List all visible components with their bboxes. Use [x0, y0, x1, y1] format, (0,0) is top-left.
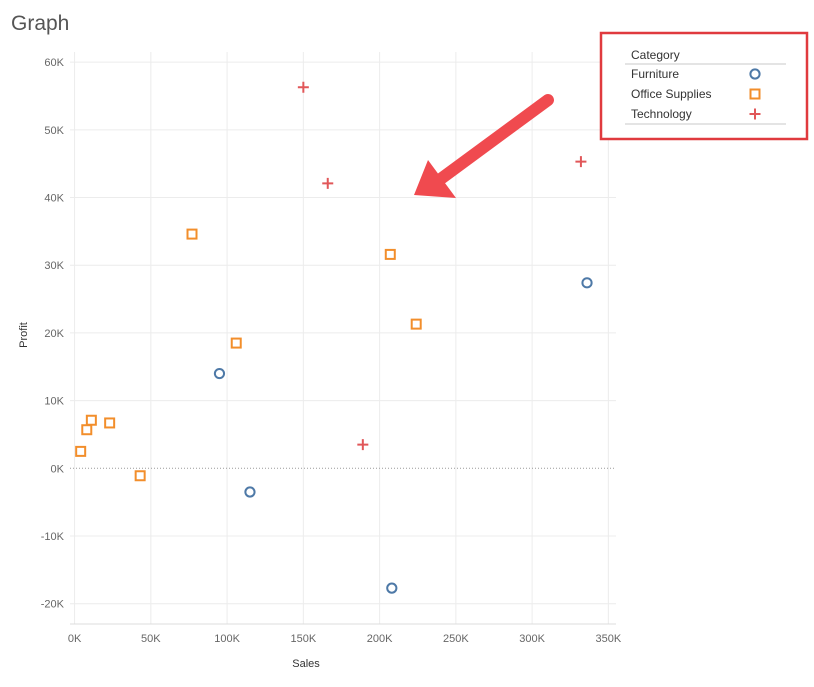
x-tick-label: 50K [141, 633, 161, 645]
y-tick-label: 50K [44, 125, 64, 137]
arrow-shaft [436, 94, 554, 184]
point-office-supplies[interactable] [75, 445, 87, 457]
y-axis-title: Profit [18, 322, 30, 348]
point-office-supplies[interactable] [384, 248, 396, 260]
x-tick-label: 250K [443, 633, 469, 645]
point-office-supplies[interactable] [186, 228, 198, 240]
x-axis-title: Sales [292, 658, 320, 670]
y-tick-label: 60K [44, 57, 64, 69]
y-tick-label: -10K [41, 531, 65, 543]
point-technology[interactable] [297, 81, 309, 93]
legend-highlight-box [599, 31, 809, 141]
point-technology[interactable] [322, 177, 334, 189]
y-tick-label: 0K [51, 463, 65, 475]
x-tick-label: 150K [290, 633, 316, 645]
point-office-supplies[interactable] [104, 417, 116, 429]
grid-lines [70, 52, 616, 624]
legend-marker-office-supplies[interactable] [749, 88, 761, 100]
point-furniture[interactable] [213, 367, 226, 380]
point-office-supplies[interactable] [134, 470, 146, 482]
legend-label-technology[interactable]: Technology [631, 107, 692, 121]
y-tick-label: -20K [41, 599, 65, 611]
legend-marker-furniture[interactable] [749, 68, 761, 80]
annotation-arrow [414, 94, 554, 198]
y-tick-label: 10K [44, 396, 64, 408]
data-points [75, 81, 593, 594]
point-office-supplies[interactable] [81, 424, 93, 436]
x-tick-label: 0K [68, 633, 82, 645]
point-furniture[interactable] [386, 582, 398, 594]
y-tick-label: 40K [44, 193, 64, 205]
x-tick-label: 350K [596, 633, 622, 645]
point-furniture[interactable] [244, 486, 256, 498]
y-tick-label: 30K [44, 260, 64, 272]
axes: 0K 50K 100K 150K 200K 250K 300K 350K -20K -10K 0K 1… [18, 57, 622, 670]
point-technology[interactable] [575, 156, 587, 168]
x-tick-label: 300K [519, 633, 545, 645]
point-technology[interactable] [357, 439, 369, 451]
point-office-supplies[interactable] [230, 337, 242, 349]
legend-label-furniture[interactable]: Furniture [631, 67, 679, 81]
legend-marker-technology[interactable] [749, 108, 761, 120]
point-office-supplies[interactable] [410, 318, 422, 330]
point-furniture[interactable] [581, 277, 593, 289]
legend[interactable]: Category Furniture Office Supplies Technolo… [599, 31, 809, 141]
page-title: Graph [11, 12, 70, 35]
legend-label-office-supplies[interactable]: Office Supplies [631, 87, 712, 101]
x-tick-label: 100K [214, 633, 240, 645]
x-tick-label: 200K [367, 633, 393, 645]
y-tick-label: 20K [44, 328, 64, 340]
arrow-head [414, 160, 456, 198]
point-office-supplies[interactable] [85, 414, 97, 426]
legend-title: Category [631, 48, 680, 62]
